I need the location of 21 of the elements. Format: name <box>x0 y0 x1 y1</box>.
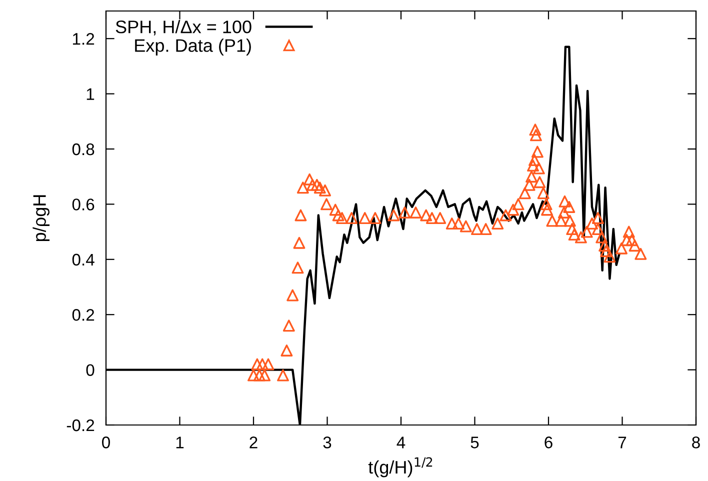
y-axis-title: p/ρgH <box>32 195 50 242</box>
y-tick-label: 0.2 <box>72 309 94 321</box>
y-tick-label: 0.6 <box>72 198 94 210</box>
x-tick-label: 7 <box>618 436 626 448</box>
y-tick-label: 1 <box>86 88 94 100</box>
y-tick-label: 0 <box>86 364 94 376</box>
x-tick-label: 5 <box>470 436 479 448</box>
x-tick-label: 3 <box>323 436 332 448</box>
y-tick-label: 1.2 <box>72 33 94 45</box>
legend-label: SPH, H/Δx = 100 <box>116 20 252 36</box>
x-tick-label: 4 <box>396 436 406 448</box>
x-tick-label: 2 <box>250 436 258 448</box>
y-tick-label: 0.8 <box>72 143 94 156</box>
x-tick-label: 0 <box>102 436 110 448</box>
y-tick-label: -0.2 <box>66 419 94 432</box>
x-axis-title: t(g/H)$^{1/2}$ <box>368 457 432 478</box>
y-tick-label: 0.4 <box>72 254 94 266</box>
x-tick-label: 6 <box>544 436 552 448</box>
x-tick-label: 8 <box>692 436 700 448</box>
legend-label: Exp. Data (P1) <box>135 38 251 56</box>
x-tick-label: 1 <box>176 436 184 448</box>
